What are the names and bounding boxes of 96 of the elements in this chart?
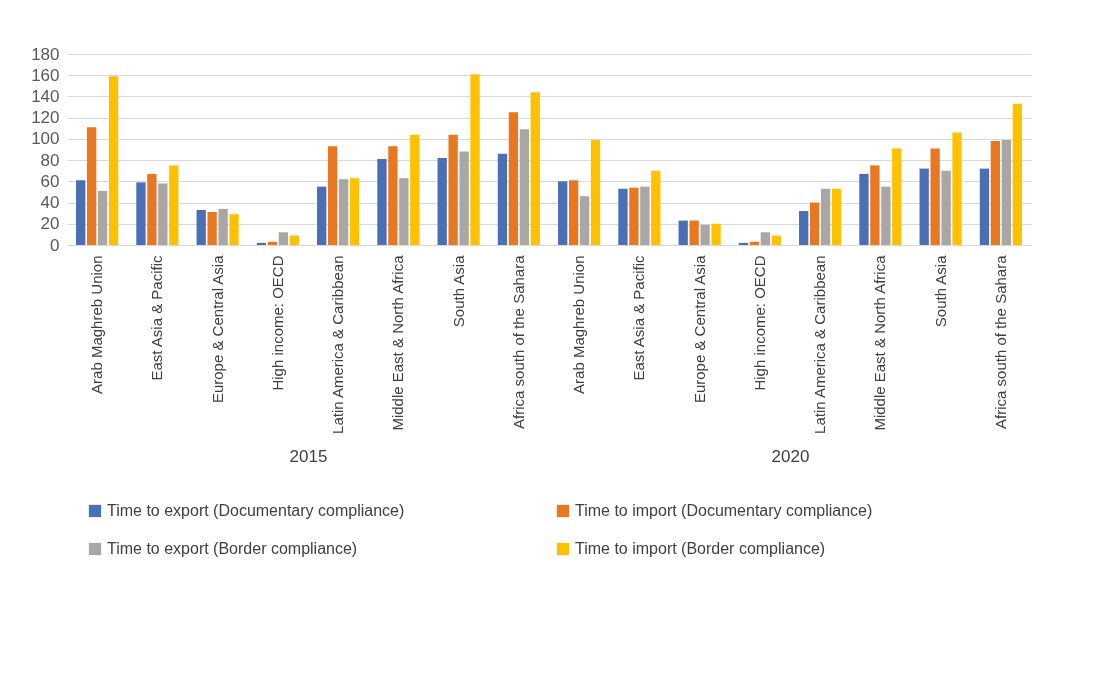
bar	[629, 187, 639, 245]
bar	[448, 134, 458, 245]
bar	[97, 190, 108, 245]
bar	[218, 208, 228, 245]
x-tick-label: Africa south of the Sahara	[509, 254, 527, 429]
bar	[196, 209, 206, 245]
x-tick-label: Europe & Central Asia	[208, 254, 226, 404]
x-axis-title: 2020	[771, 446, 810, 466]
bar	[338, 179, 349, 245]
bar	[108, 76, 119, 245]
y-tick-label: 120	[31, 108, 60, 128]
y-tick-label: 40	[40, 193, 60, 213]
bar	[760, 232, 771, 245]
y-tick-label: 100	[31, 129, 60, 149]
bar	[881, 186, 891, 245]
x-tick-label: Middle East & North Africa	[389, 254, 407, 431]
bar	[558, 181, 568, 245]
bar	[738, 242, 749, 245]
legend-label: Time to import (Border compliance)	[575, 540, 826, 557]
bar	[568, 180, 579, 245]
bar	[158, 183, 168, 245]
y-tick-label: 160	[31, 65, 60, 85]
x-tick-label: South Asia	[449, 254, 467, 328]
bar	[437, 157, 447, 245]
x-tick-label: Latin America & Caribbean	[329, 255, 347, 434]
y-tick-label: 0	[50, 235, 60, 255]
bar	[859, 173, 869, 245]
x-tick-label: High income: OECD	[750, 255, 768, 391]
bar	[278, 232, 289, 245]
x-tick-label: Middle East & North Africa	[871, 254, 889, 431]
bar	[941, 170, 951, 245]
bar	[207, 212, 217, 245]
bar	[870, 165, 880, 245]
bar	[1012, 103, 1022, 245]
bar	[809, 202, 820, 245]
bar	[410, 134, 420, 245]
bar	[459, 151, 469, 245]
bar	[530, 92, 540, 245]
bar	[399, 178, 409, 245]
legend-label: Time to export (Border compliance)	[107, 540, 358, 557]
x-tick-label: Arab Maghreb Union	[88, 255, 106, 394]
x-tick-label: Europe & Central Asia	[690, 254, 708, 404]
x-tick-label: High income: OECD	[268, 255, 286, 391]
bar	[711, 223, 721, 245]
x-tick-label: Latin America & Caribbean	[811, 255, 829, 434]
x-tick-label: East Asia & Pacific	[148, 255, 166, 381]
bar	[388, 146, 398, 245]
bar	[831, 188, 842, 245]
x-tick-label: Arab Maghreb Union	[570, 255, 588, 394]
bar	[136, 182, 146, 245]
bar	[256, 242, 267, 245]
bar	[1001, 139, 1012, 245]
bar	[930, 148, 940, 245]
x-tick-label: Africa south of the Sahara	[991, 254, 1009, 429]
y-tick-label: 180	[31, 44, 60, 64]
x-axis-title: 2015	[289, 446, 328, 466]
legend-label: Time to import (Documentary compliance)	[575, 502, 873, 519]
y-tick-label: 140	[31, 86, 60, 106]
legend-label: Time to export (Documentary compliance)	[107, 502, 405, 519]
bar	[919, 168, 929, 245]
bar	[700, 224, 710, 245]
bar	[579, 196, 590, 245]
bar	[979, 168, 990, 245]
bar	[820, 188, 831, 245]
bar	[317, 186, 327, 245]
bar	[327, 146, 338, 245]
bar	[229, 214, 239, 245]
bar	[771, 235, 781, 245]
bar	[952, 132, 962, 245]
bar	[497, 153, 508, 245]
bar	[76, 180, 86, 245]
bar	[678, 220, 688, 245]
bar	[519, 129, 530, 245]
y-tick-label: 60	[40, 171, 60, 191]
bar	[289, 235, 299, 245]
bar	[508, 112, 519, 245]
x-tick-label: South Asia	[931, 254, 949, 328]
bar	[749, 241, 760, 245]
bar	[689, 220, 699, 245]
bar	[267, 241, 278, 245]
bar	[651, 170, 661, 245]
bar	[618, 188, 628, 245]
y-tick-label: 20	[40, 214, 60, 234]
bar	[169, 165, 179, 245]
bar	[990, 141, 1001, 245]
bar	[377, 159, 387, 245]
x-tick-label: East Asia & Pacific	[630, 255, 648, 381]
bar	[470, 74, 480, 245]
bar	[349, 178, 360, 245]
bar	[640, 186, 650, 245]
bar	[799, 211, 809, 245]
bar	[147, 173, 157, 245]
bar	[892, 148, 902, 245]
bar	[86, 127, 97, 245]
y-tick-label: 80	[40, 150, 60, 170]
bar	[590, 139, 601, 245]
